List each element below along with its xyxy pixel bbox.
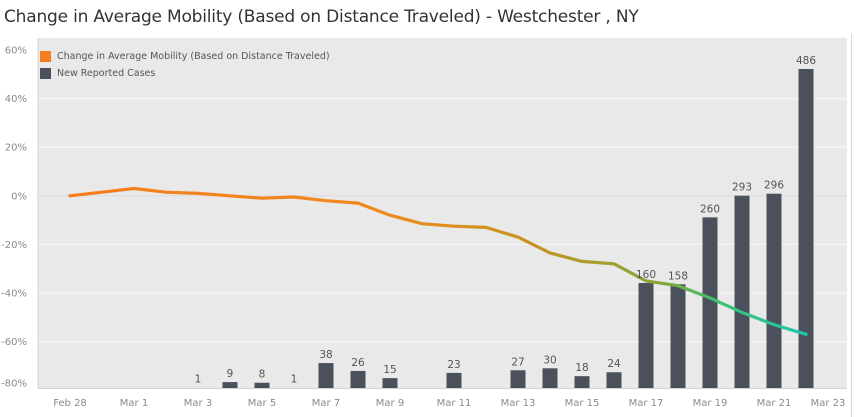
x-tick-label: Mar 19 — [693, 398, 728, 409]
bar-value-label: 260 — [700, 203, 720, 215]
bar-value-label: 296 — [764, 180, 784, 192]
case-bar[interactable] — [510, 370, 526, 388]
x-tick-label: Mar 23 — [811, 398, 846, 409]
case-bar[interactable] — [350, 370, 366, 388]
x-tick-label: Mar 1 — [120, 398, 148, 409]
bar-value-label: 26 — [351, 357, 365, 369]
bar-value-label: 24 — [607, 358, 621, 370]
bar-value-label: 15 — [383, 364, 396, 376]
bar-value-label: 1 — [195, 373, 202, 385]
x-tick-label: Mar 13 — [501, 398, 536, 409]
legend-label: Change in Average Mobility (Based on Dis… — [57, 51, 330, 62]
case-bar[interactable] — [702, 217, 718, 388]
case-bar[interactable] — [446, 372, 462, 388]
bar-value-label: 18 — [575, 362, 588, 374]
case-bar[interactable] — [638, 282, 654, 388]
legend: Change in Average Mobility (Based on Dis… — [40, 48, 330, 82]
x-tick-label: Mar 11 — [437, 398, 472, 409]
legend-swatch-dark — [40, 68, 51, 79]
y-tick-label: -60% — [1, 337, 27, 348]
case-bar[interactable] — [606, 372, 622, 388]
bar-value-label: 30 — [543, 354, 556, 366]
bar-value-label: 293 — [732, 182, 752, 194]
y-tick-label: -80% — [1, 379, 27, 390]
case-bar[interactable] — [670, 284, 686, 388]
bar-value-label: 38 — [319, 349, 332, 361]
y-tick-label: -40% — [1, 289, 27, 300]
x-tick-label: Feb 28 — [53, 398, 87, 409]
y-tick-label: 40% — [5, 94, 27, 105]
bar-value-label: 160 — [636, 269, 656, 281]
case-bar[interactable] — [254, 382, 270, 388]
bar-value-label: 486 — [796, 55, 816, 67]
x-tick-label: Mar 17 — [629, 398, 664, 409]
x-tick-label: Mar 9 — [376, 398, 404, 409]
legend-item-mobility[interactable]: Change in Average Mobility (Based on Dis… — [40, 48, 330, 65]
x-tick-label: Mar 5 — [248, 398, 276, 409]
y-tick-label: 0% — [11, 191, 27, 202]
x-tick-label: Mar 7 — [312, 398, 340, 409]
x-tick-label: Mar 3 — [184, 398, 212, 409]
legend-label: New Reported Cases — [57, 68, 156, 79]
case-bar[interactable] — [766, 193, 782, 388]
bar-value-label: 27 — [511, 356, 524, 368]
case-bar[interactable] — [574, 376, 590, 388]
bar-value-label: 158 — [668, 270, 688, 282]
case-bar[interactable] — [382, 378, 398, 388]
x-tick-label: Mar 15 — [565, 398, 600, 409]
mobility-line — [68, 186, 808, 336]
bar-value-label: 1 — [291, 373, 298, 385]
y-tick-label: -20% — [1, 240, 27, 251]
case-bar[interactable] — [542, 368, 558, 388]
y-tick-label: 60% — [5, 46, 27, 57]
bar-value-labels: 1 9 8 1 38 26 15 23 27 30 18 24 160 158 260 293 296 486 — [195, 55, 817, 385]
case-bar[interactable] — [222, 382, 238, 388]
case-bar[interactable] — [318, 363, 334, 388]
x-axis: Feb 28 Mar 1 Mar 3 Mar 5 Mar 7 Mar 9 Mar 11 Mar… — [53, 398, 845, 409]
bar-value-label: 8 — [259, 369, 266, 381]
case-bar[interactable] — [798, 69, 814, 388]
plot-area — [38, 38, 847, 388]
x-tick-label: Mar 21 — [757, 398, 792, 409]
y-axis: 60% 40% 20% 0% -20% -40% -60% -80% — [1, 46, 27, 390]
legend-swatch-orange — [40, 51, 51, 62]
y-tick-label: 20% — [5, 143, 27, 154]
adjacent-panel-edge — [851, 34, 857, 417]
legend-item-cases[interactable]: New Reported Cases — [40, 65, 330, 82]
case-bar[interactable] — [734, 195, 750, 388]
bar-value-label: 23 — [447, 359, 460, 371]
chart-title: Change in Average Mobility (Based on Dis… — [4, 7, 639, 27]
cases-bars — [222, 69, 814, 388]
bar-value-label: 9 — [227, 368, 234, 380]
